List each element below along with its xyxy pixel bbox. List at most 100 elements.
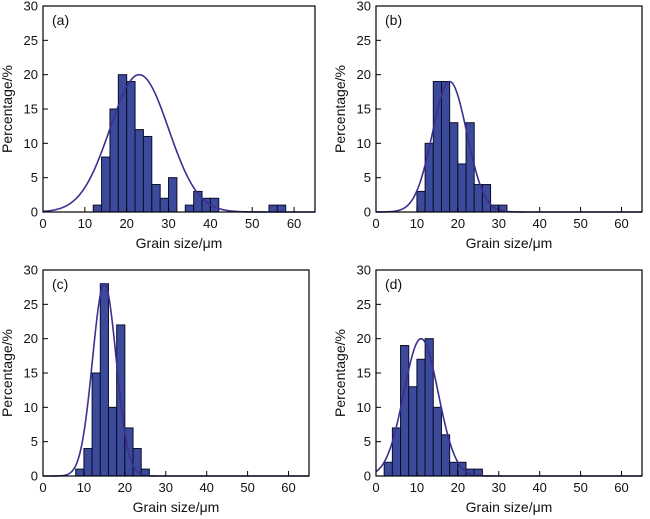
x-tick-label: 30: [492, 480, 506, 495]
x-tick-label: 30: [161, 216, 175, 231]
histogram-bar: [457, 163, 467, 213]
histogram-bar: [75, 468, 85, 477]
x-tick-label: 0: [372, 216, 379, 231]
y-tick-label: 25: [357, 297, 371, 312]
panel-label: (c): [52, 276, 68, 292]
y-tick-label: 0: [364, 469, 371, 484]
y-tick-label: 10: [357, 400, 371, 415]
histogram-bar: [101, 156, 111, 213]
y-tick-label: 20: [357, 331, 371, 346]
histogram-bar: [151, 184, 161, 213]
histogram-panel-a: (a) Grain size/μm Percentage/% 0 10 20 30 40…: [0, 0, 316, 251]
y-tick-label: 5: [31, 434, 38, 449]
y-axis-label: Percentage/%: [0, 329, 15, 417]
histogram-bar: [268, 204, 278, 213]
histogram-bar: [416, 190, 426, 213]
y-axis-label: Percentage/%: [0, 65, 15, 153]
histogram-bar: [424, 142, 434, 213]
histogram-bar: [432, 406, 442, 477]
panel-label: (a): [52, 12, 69, 28]
plot-frame: [42, 5, 316, 213]
x-tick-label: 10: [410, 216, 424, 231]
y-tick-label: 30: [24, 263, 38, 278]
y-tick-label: 20: [24, 67, 38, 82]
x-tick-label: 40: [532, 480, 546, 495]
x-tick-label: 60: [614, 480, 628, 495]
fit-curve: [375, 80, 642, 213]
x-tick-label: 30: [159, 480, 173, 495]
histogram-bar: [184, 204, 195, 213]
y-tick-label: 10: [24, 400, 38, 415]
histogram-bar: [91, 372, 101, 477]
histogram-bar: [416, 358, 426, 477]
x-axis-label: Grain size/μm: [466, 499, 553, 515]
x-tick-label: 60: [287, 216, 301, 231]
y-tick-label: 5: [31, 170, 38, 185]
x-tick-label: 50: [573, 216, 587, 231]
x-tick-label: 0: [372, 480, 379, 495]
y-tick-label: 10: [357, 136, 371, 151]
x-tick-label: 50: [573, 480, 587, 495]
x-axis-label: Grain size/μm: [136, 235, 223, 251]
y-tick-label: 15: [24, 102, 38, 117]
plot-frame: [42, 269, 310, 477]
x-tick-label: 40: [199, 480, 213, 495]
histogram-bar: [440, 434, 451, 477]
histogram-bar: [424, 338, 434, 477]
y-tick-label: 0: [364, 205, 371, 220]
x-tick-label: 60: [614, 216, 628, 231]
histogram-bar: [107, 406, 118, 477]
histogram-bar: [276, 204, 287, 213]
histogram-bar: [440, 81, 451, 213]
histogram-bar: [83, 448, 93, 477]
y-tick-label: 25: [24, 33, 38, 48]
histogram-bar: [159, 197, 170, 213]
plot-frame: [375, 5, 643, 213]
x-tick-label: 0: [39, 216, 46, 231]
x-tick-label: 30: [492, 216, 506, 231]
x-tick-label: 50: [245, 216, 259, 231]
histogram-bar: [99, 283, 109, 477]
histogram-bar: [383, 461, 393, 477]
histogram-bar: [142, 135, 153, 213]
y-tick-label: 0: [31, 205, 38, 220]
histogram-bar: [449, 122, 459, 213]
y-axis-label: Percentage/%: [332, 329, 348, 417]
x-tick-label: 10: [410, 480, 424, 495]
histogram-bar: [168, 177, 178, 213]
x-tick-label: 20: [119, 216, 133, 231]
x-axis-label: Grain size/μm: [466, 235, 553, 251]
x-tick-label: 50: [240, 480, 254, 495]
y-tick-label: 15: [24, 366, 38, 381]
y-tick-label: 15: [357, 366, 371, 381]
panel-label: (d): [385, 276, 402, 292]
y-axis-label: Percentage/%: [332, 65, 348, 153]
y-tick-label: 5: [364, 434, 371, 449]
histogram-panel-d: (d) Grain size/μm Percentage/% 0 10 20 30 40…: [332, 263, 643, 515]
y-tick-label: 5: [364, 170, 371, 185]
histogram-panel-b: (b) Grain size/μm Percentage/% 0 10 20 30 40…: [332, 0, 643, 251]
y-tick-label: 25: [24, 297, 38, 312]
fit-curve: [42, 73, 315, 213]
histogram-bar: [126, 81, 136, 213]
y-tick-label: 10: [24, 136, 38, 151]
y-tick-label: 0: [31, 469, 38, 484]
x-tick-label: 20: [118, 480, 132, 495]
y-tick-label: 20: [357, 67, 371, 82]
y-tick-label: 30: [24, 0, 38, 14]
x-tick-label: 20: [451, 480, 465, 495]
y-tick-label: 15: [357, 102, 371, 117]
histogram-bar: [92, 204, 103, 213]
histogram-bar: [408, 386, 418, 477]
x-tick-label: 10: [78, 216, 92, 231]
x-tick-label: 40: [532, 216, 546, 231]
y-tick-label: 30: [357, 0, 371, 14]
x-tick-label: 20: [451, 216, 465, 231]
fit-curve: [43, 282, 309, 477]
y-tick-label: 20: [24, 331, 38, 346]
y-tick-label: 25: [357, 33, 371, 48]
histogram-bar: [449, 461, 459, 477]
histogram-bar: [134, 129, 144, 213]
histogram-bar: [400, 345, 410, 477]
